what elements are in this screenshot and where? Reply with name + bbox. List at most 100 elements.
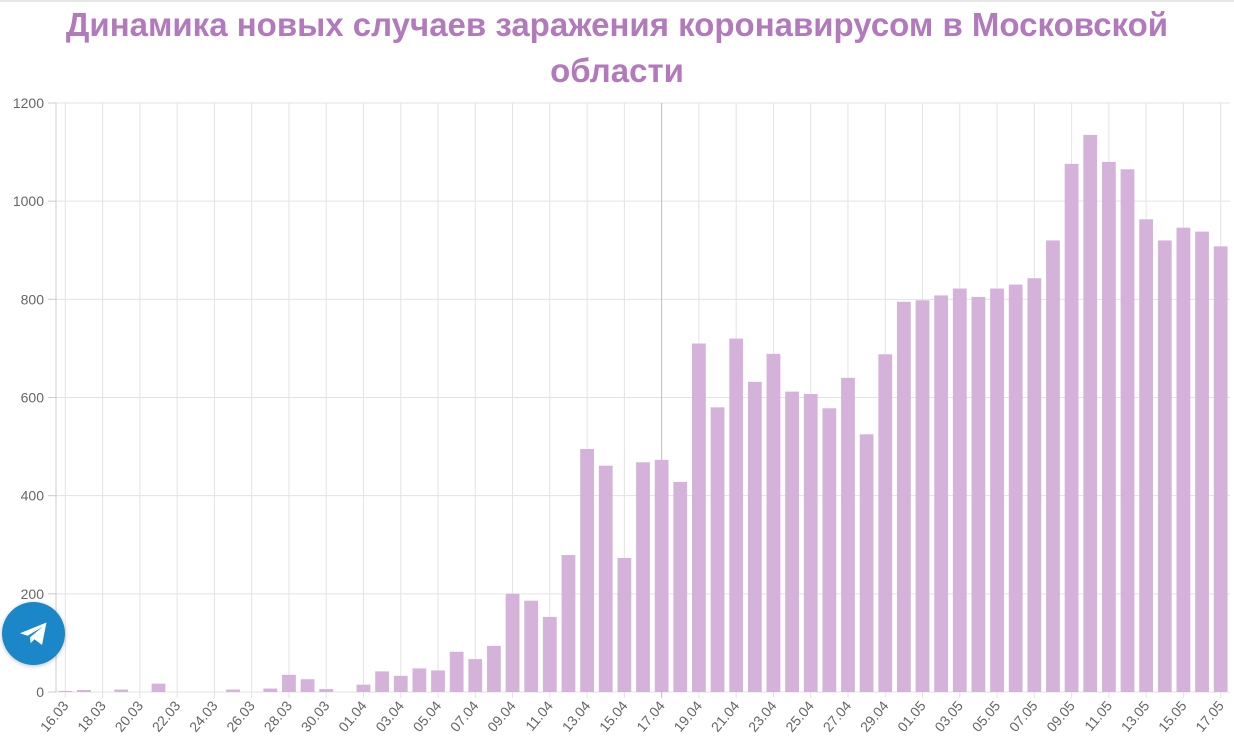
x-tick-label: 09.04 <box>484 697 519 734</box>
bar-14.05[interactable] <box>1157 240 1172 692</box>
bar-25.04[interactable] <box>803 394 818 692</box>
bar-02.05[interactable] <box>934 295 949 692</box>
bar-09.04[interactable] <box>505 593 520 692</box>
x-tick-label: 09.05 <box>1043 697 1078 734</box>
x-tick-label: 15.05 <box>1155 697 1190 734</box>
bar-21.04[interactable] <box>729 338 744 692</box>
bar-21.03[interactable] <box>151 683 166 692</box>
bar-05.05[interactable] <box>990 288 1004 692</box>
bar-12.05[interactable] <box>1120 169 1135 692</box>
bar-04.05[interactable] <box>971 296 986 692</box>
x-tick-label: 15.04 <box>596 697 631 734</box>
x-tick-label: 22.03 <box>149 697 184 734</box>
bar-27.03[interactable] <box>263 688 278 692</box>
bar-17.05[interactable] <box>1213 246 1228 692</box>
bar-09.05[interactable] <box>1064 163 1079 692</box>
x-tick-label: 25.04 <box>782 697 817 734</box>
bar-07.04[interactable] <box>468 659 483 692</box>
bar-18.04[interactable] <box>673 481 688 692</box>
x-tick-label: 11.05 <box>1081 697 1115 733</box>
y-tick-label: 1200 <box>13 95 44 111</box>
bar-06.05[interactable] <box>1008 284 1023 692</box>
bar-03.04[interactable] <box>393 675 408 692</box>
x-tick-label: 23.04 <box>745 697 780 734</box>
x-tick-label: 18.03 <box>74 697 109 734</box>
top-divider <box>0 0 1234 2</box>
bars <box>58 134 1228 692</box>
x-tick-label: 01.05 <box>894 697 929 734</box>
bar-14.04[interactable] <box>598 465 613 692</box>
telegram-share-button[interactable] <box>2 602 65 665</box>
bar-08.05[interactable] <box>1046 240 1060 692</box>
x-tick-label: 07.05 <box>1006 697 1041 734</box>
x-tick-label: 30.03 <box>298 697 333 734</box>
bar-24.04[interactable] <box>785 391 799 692</box>
x-axis-ticks: 16.03 18.03 20.03 22.03 24.03 26.03 28.03 30.03… <box>37 697 1227 734</box>
bar-29.04[interactable] <box>878 354 893 692</box>
bar-10.04[interactable] <box>524 600 539 692</box>
bar-11.04[interactable] <box>542 616 557 692</box>
y-tick-label: 1000 <box>13 193 44 209</box>
x-tick-label: 17.05 <box>1192 697 1227 734</box>
x-tick-label: 01.04 <box>335 697 370 734</box>
bar-13.04[interactable] <box>580 449 594 692</box>
bar-25.03[interactable] <box>226 689 240 692</box>
bar-06.04[interactable] <box>449 651 464 692</box>
bar-19.04[interactable] <box>692 343 706 692</box>
bar-28.03[interactable] <box>282 674 296 692</box>
bar-02.04[interactable] <box>375 671 390 692</box>
y-tick-label: 200 <box>21 586 45 602</box>
y-tick-label: 600 <box>21 390 45 406</box>
bar-16.03[interactable] <box>58 691 73 692</box>
bar-10.05[interactable] <box>1083 134 1098 692</box>
x-tick-label: 27.04 <box>819 697 854 734</box>
x-tick-label: 13.04 <box>559 697 594 734</box>
x-tick-label: 21.04 <box>708 697 743 734</box>
x-tick-label: 07.04 <box>447 697 482 734</box>
x-tick-label: 16.03 <box>37 697 72 734</box>
telegram-plane-icon <box>19 622 46 645</box>
x-tick-label: 05.05 <box>969 697 1004 734</box>
bar-23.04[interactable] <box>766 353 781 692</box>
bar-13.05[interactable] <box>1139 219 1154 692</box>
bar-08.04[interactable] <box>487 645 501 692</box>
x-tick-label: 20.03 <box>111 697 146 734</box>
bar-27.04[interactable] <box>841 377 855 692</box>
bar-03.05[interactable] <box>952 288 967 692</box>
bar-30.04[interactable] <box>896 301 911 692</box>
bar-17.04[interactable] <box>654 459 669 692</box>
bar-22.04[interactable] <box>747 381 762 692</box>
bar-04.04[interactable] <box>412 668 427 692</box>
x-tick-label: 29.04 <box>857 697 892 734</box>
bar-16.05[interactable] <box>1195 231 1209 692</box>
bar-15.04[interactable] <box>617 558 632 692</box>
x-tick-label: 13.05 <box>1118 697 1153 734</box>
x-tick-label: 11.04 <box>522 697 556 733</box>
bar-11.05[interactable] <box>1101 161 1116 692</box>
bar-07.05[interactable] <box>1027 278 1042 692</box>
y-tick-label: 0 <box>36 684 44 700</box>
bar-01.05[interactable] <box>915 300 930 692</box>
bar-26.04[interactable] <box>822 408 837 692</box>
bar-29.03[interactable] <box>300 679 315 692</box>
y-tick-label: 800 <box>21 291 45 307</box>
bar-19.03[interactable] <box>114 689 129 692</box>
x-tick-label: 28.03 <box>260 697 295 734</box>
y-axis-ticks: 0 200 400 600 800 1000 1200 <box>13 95 56 700</box>
bar-28.04[interactable] <box>859 434 874 692</box>
bar-17.03[interactable] <box>77 690 91 692</box>
x-tick-label: 17.04 <box>633 697 668 734</box>
chart-title: Динамика новых случаев заражения коронав… <box>65 6 1169 89</box>
bar-05.04[interactable] <box>431 670 445 692</box>
y-tick-label: 400 <box>21 488 45 504</box>
x-tick-label: 26.03 <box>223 697 258 734</box>
x-tick-label: 05.04 <box>410 697 445 734</box>
bar-16.04[interactable] <box>636 462 650 692</box>
bar-30.03[interactable] <box>319 689 334 692</box>
x-tick-label: 19.04 <box>670 697 705 734</box>
x-tick-label: 03.04 <box>372 697 407 734</box>
bar-20.04[interactable] <box>710 407 725 692</box>
bar-01.04[interactable] <box>356 684 371 692</box>
bar-15.05[interactable] <box>1176 227 1191 692</box>
bar-12.04[interactable] <box>561 555 576 692</box>
